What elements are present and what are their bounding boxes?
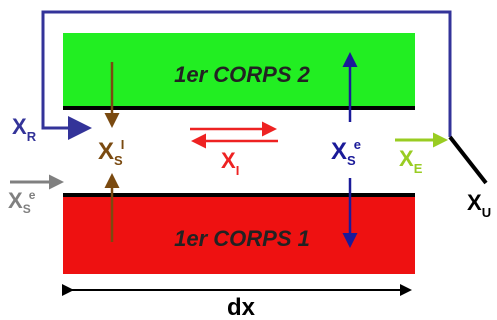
label-xs-internal: XSI	[98, 137, 124, 168]
bottom-body-label: 1er CORPS 1	[174, 226, 310, 251]
label-xs-external-left: XSe	[8, 188, 36, 216]
outflow-line	[448, 135, 488, 185]
recycle-loop-line	[41, 10, 452, 140]
label-xu: XU	[467, 190, 491, 220]
label-xs-external-right: XSe	[331, 137, 361, 168]
top-body-rect	[63, 33, 415, 108]
label-dx: dx	[227, 294, 256, 320]
label-xi: XI	[221, 148, 239, 178]
label-xe: XE	[399, 146, 423, 176]
label-xr: XR	[12, 114, 37, 144]
top-body-label: 1er CORPS 2	[174, 62, 310, 87]
